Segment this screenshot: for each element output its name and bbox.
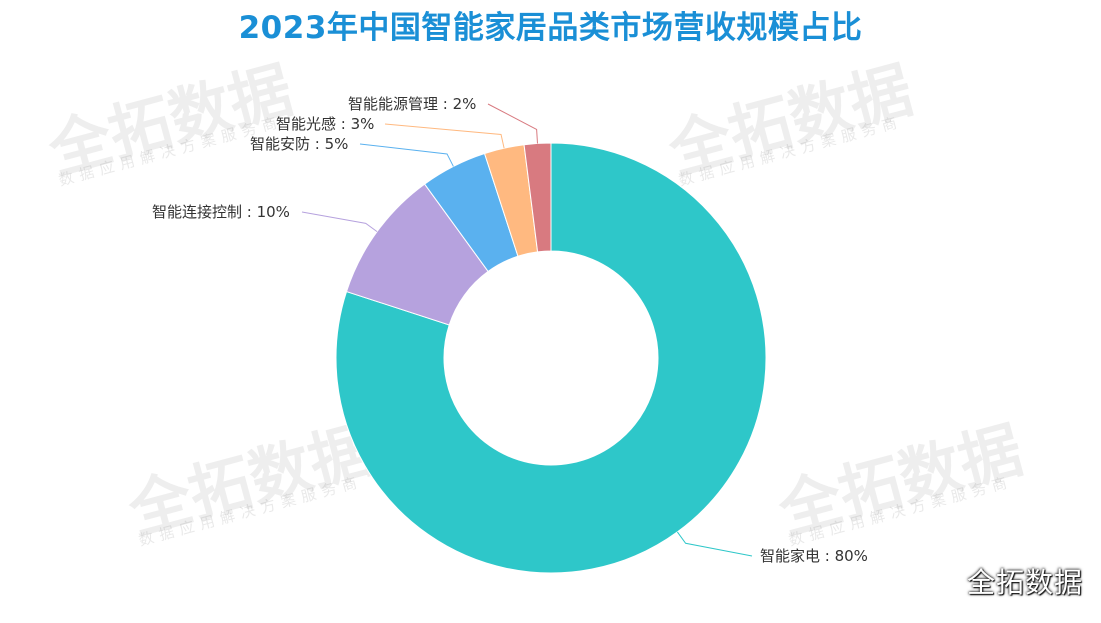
slice-label-1: 智能家电 : 80% <box>760 547 868 565</box>
chart-title: 2023年中国智能家居品类市场营收规模占比 <box>238 10 863 46</box>
leader-line-1 <box>676 531 753 557</box>
slice-5[interactable] <box>523 142 552 253</box>
slice-label-4: 智能光感 : 3% <box>276 115 374 133</box>
slice-label-2: 智能连接控制 : 10% <box>152 203 290 221</box>
leader-line-5 <box>487 103 538 144</box>
slice-label-5: 智能能源管理 : 2% <box>348 95 476 113</box>
slice-label-3: 智能安防 : 5% <box>250 135 348 153</box>
leader-line-3 <box>359 143 454 167</box>
leader-line-4 <box>384 123 505 149</box>
corner-brand-logo: 全拓数据 <box>966 566 1083 599</box>
leader-line-2 <box>301 211 378 233</box>
slice-1[interactable] <box>335 142 767 574</box>
